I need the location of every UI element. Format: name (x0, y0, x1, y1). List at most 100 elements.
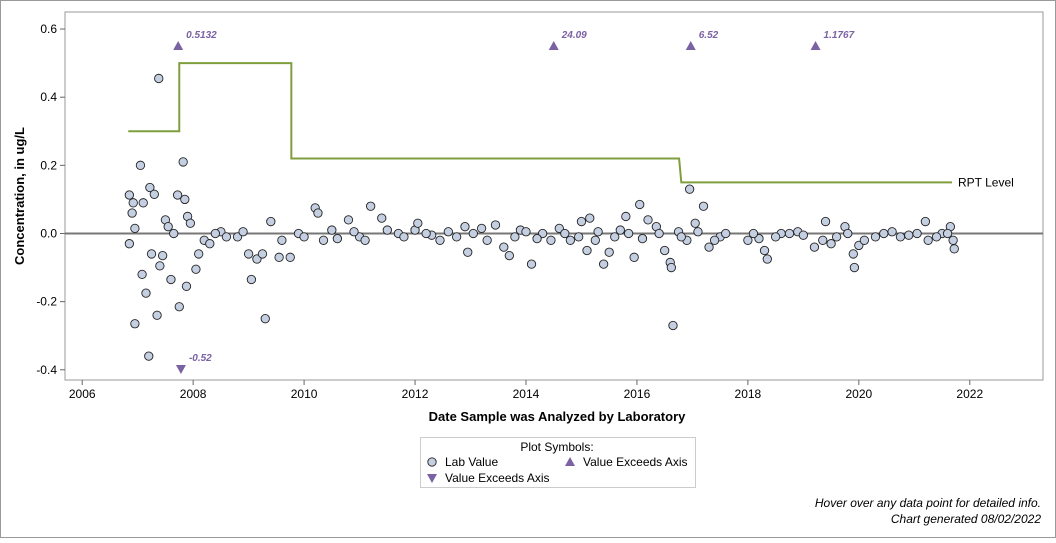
data-point (124, 190, 134, 200)
data-point (948, 235, 958, 245)
data-point (166, 274, 176, 285)
data-point (848, 249, 858, 259)
data-point (130, 223, 140, 234)
data-point (532, 233, 542, 244)
data-point (654, 228, 664, 239)
data-point (343, 215, 354, 225)
data-point (181, 281, 192, 291)
data-point (904, 230, 914, 240)
data-point (460, 222, 470, 232)
data-point (585, 213, 595, 223)
data-point (931, 232, 942, 242)
y-tick-label: 0.0 (40, 226, 57, 240)
data-point (154, 73, 164, 84)
data-point (260, 314, 270, 324)
data-point (277, 235, 287, 245)
data-point (157, 250, 168, 261)
data-point (180, 194, 190, 205)
data-point (546, 235, 556, 245)
x-tick-label: 2018 (735, 387, 762, 401)
x-tick-label: 2006 (69, 387, 96, 401)
data-point (299, 232, 309, 242)
data-point (818, 235, 828, 245)
data-point (859, 235, 870, 245)
line-label: RPT Level (958, 175, 1014, 189)
data-point (574, 232, 584, 242)
exceeds-marker (173, 41, 184, 50)
y-tick-label: -0.2 (36, 295, 57, 309)
data-point (770, 232, 781, 242)
legend-symbol (565, 457, 575, 466)
data-point (684, 184, 695, 194)
data-point (610, 232, 620, 242)
data-point (798, 230, 809, 240)
data-point (510, 232, 520, 242)
data-point (360, 235, 370, 245)
data-point (127, 208, 137, 218)
data-point (246, 274, 257, 285)
data-point (721, 228, 731, 239)
data-point (332, 233, 343, 244)
data-point (377, 213, 387, 223)
data-point (565, 235, 576, 245)
data-point (923, 235, 933, 245)
data-point (435, 235, 445, 245)
data-point (191, 264, 201, 274)
data-point (382, 225, 392, 235)
footer-note: Hover over any data point for detailed i… (815, 496, 1041, 510)
data-point (174, 302, 184, 312)
x-tick-label: 2012 (402, 387, 429, 401)
data-point (185, 218, 196, 228)
data-point (942, 228, 953, 239)
x-tick-label: 2014 (513, 387, 540, 401)
data-point (135, 160, 146, 170)
data-point (205, 239, 215, 249)
data-point (870, 232, 881, 242)
data-point (709, 235, 720, 245)
legend-symbol (427, 457, 437, 467)
legend-label: Value Exceeds Axis (445, 471, 550, 485)
data-point (243, 249, 254, 259)
exceeds-marker (548, 41, 559, 50)
data-point (137, 269, 147, 280)
x-tick-label: 2016 (624, 387, 651, 401)
data-point (576, 216, 587, 227)
data-point (476, 223, 487, 234)
data-point (178, 157, 188, 167)
exceeds-label: 24.09 (561, 30, 587, 41)
y-tick-label: 0.2 (40, 158, 57, 172)
data-point (623, 228, 634, 239)
data-point (349, 227, 359, 237)
data-point (155, 261, 165, 271)
data-point (635, 199, 645, 210)
data-point (759, 245, 770, 256)
data-point (912, 228, 922, 239)
data-point (920, 216, 931, 227)
exceeds-marker (175, 365, 186, 374)
data-point (748, 228, 759, 239)
x-tick-label: 2020 (845, 387, 872, 401)
data-point (604, 247, 614, 257)
y-axis-label: Concentration, in ug/L (12, 127, 27, 265)
data-point (593, 227, 603, 237)
y-tick-label: 0.6 (40, 22, 57, 36)
data-point (130, 319, 140, 329)
data-point (668, 320, 678, 331)
data-point (274, 252, 284, 262)
data-point (629, 252, 639, 262)
data-point (152, 310, 162, 320)
data-point (210, 228, 220, 239)
data-point (482, 235, 492, 245)
data-point (949, 244, 959, 254)
data-point (141, 288, 151, 298)
exceeds-label: 1.1767 (824, 30, 855, 41)
data-point (221, 232, 232, 242)
data-point (238, 227, 248, 237)
data-point (149, 189, 159, 199)
data-point (194, 249, 204, 259)
data-point (146, 249, 157, 259)
data-point (285, 252, 295, 262)
data-point (660, 245, 670, 256)
data-point (366, 201, 376, 211)
exceeds-label: 0.5132 (186, 30, 217, 41)
